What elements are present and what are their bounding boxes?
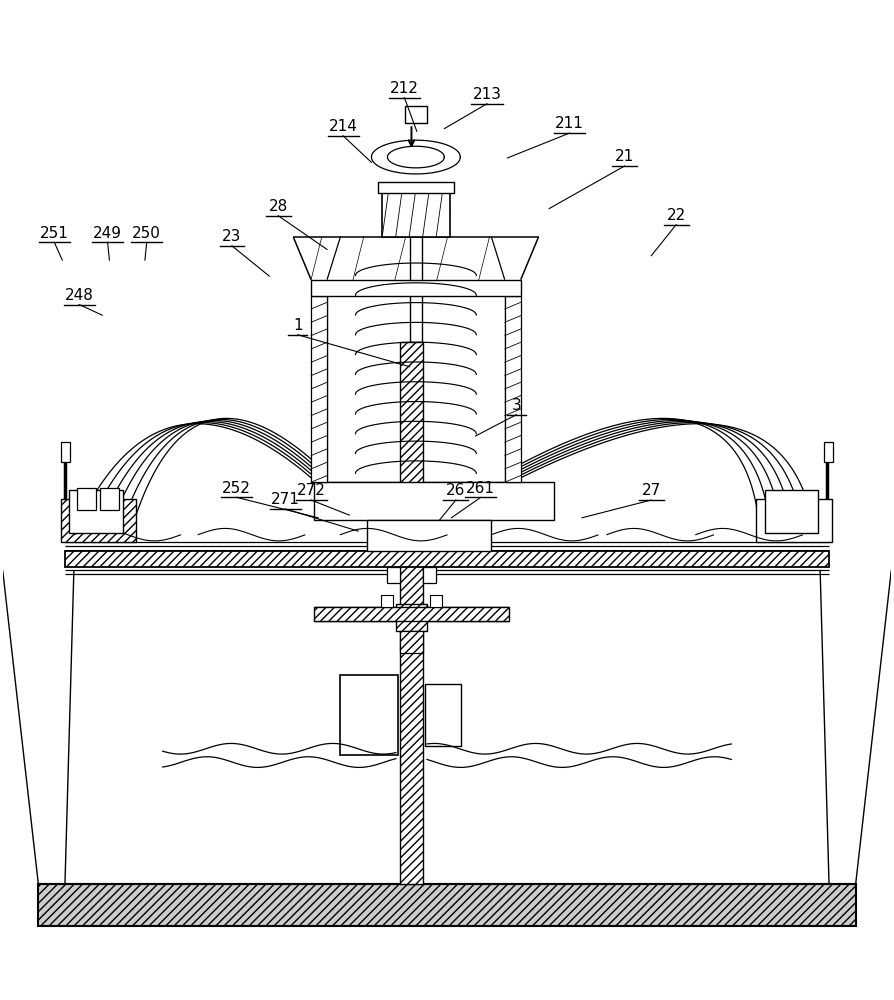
Text: 1: 1 [293,318,302,333]
Text: 212: 212 [390,81,418,96]
Bar [314,482,553,520]
Bar [38,884,856,926]
Text: 211: 211 [555,116,584,131]
Bar [70,490,122,533]
Bar [426,684,460,746]
Text: 251: 251 [40,226,69,241]
Text: 271: 271 [271,492,299,507]
Text: 27: 27 [642,483,661,498]
Bar [311,296,327,482]
Bar [756,499,831,542]
Bar [505,296,520,482]
Bar [340,675,398,755]
Bar [765,490,818,533]
Text: 250: 250 [132,226,161,241]
Bar [65,551,829,567]
Bar [61,499,136,542]
Text: 3: 3 [511,398,521,413]
Bar [381,595,393,607]
Text: 28: 28 [268,199,288,214]
Text: 26: 26 [446,483,466,498]
Text: 272: 272 [297,483,325,498]
Text: 252: 252 [222,481,251,496]
Bar [314,607,510,621]
Bar [430,595,443,607]
Text: 21: 21 [615,149,635,164]
Bar [367,520,492,551]
Bar [401,631,423,653]
Bar [311,280,520,296]
Text: 23: 23 [223,229,241,244]
Bar [423,567,436,583]
Text: 261: 261 [467,481,495,496]
Bar [62,442,71,462]
Text: 248: 248 [64,288,94,303]
Bar [382,193,450,237]
Text: 22: 22 [667,208,686,223]
Bar [77,488,96,510]
Text: 214: 214 [329,119,358,134]
Bar [99,488,119,510]
Bar [387,567,401,583]
Bar [377,182,454,193]
Text: 213: 213 [473,87,502,102]
Bar [823,442,832,462]
Text: 249: 249 [93,226,122,241]
Bar [396,604,427,631]
Bar [401,342,423,884]
Bar [405,106,426,123]
